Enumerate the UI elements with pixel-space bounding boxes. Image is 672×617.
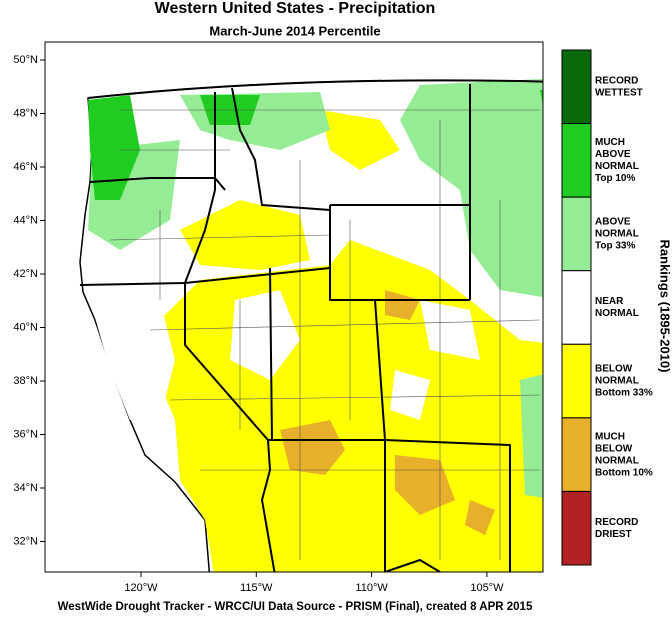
- footer: WestWide Drought Tracker - WRCC/UI Data …: [58, 601, 533, 613]
- legend-label: Top 10%: [595, 173, 635, 184]
- legend-swatch: [561, 490, 592, 566]
- lat-label: 38°N: [13, 375, 38, 387]
- title: Western United States - Precipitation: [155, 0, 436, 17]
- lat-label: 48°N: [13, 107, 38, 119]
- map: [45, 42, 543, 572]
- lat-label: 44°N: [13, 214, 38, 226]
- legend-swatch: [561, 196, 592, 272]
- legend-swatch: [561, 123, 592, 198]
- legend-label: WETTEST: [595, 87, 643, 98]
- legend-label: RECORD: [595, 517, 638, 528]
- legend-label: NORMAL: [595, 376, 639, 387]
- legend-swatch: [561, 343, 592, 419]
- legend-label: MUCH: [595, 137, 625, 148]
- lon-label: 105°W: [470, 582, 504, 594]
- legend-label: NEAR: [595, 296, 624, 307]
- legend-title: Rankings (1895-2010): [658, 240, 672, 373]
- legend-label: BELOW: [595, 364, 633, 375]
- legend-label: MUCH: [595, 431, 625, 442]
- lon-label: 110°W: [355, 582, 388, 594]
- legend-label: DRIEST: [595, 529, 632, 540]
- lat-label: 42°N: [13, 268, 38, 280]
- legend-label: Bottom 33%: [595, 388, 653, 399]
- legend-label: NORMAL: [595, 455, 639, 466]
- legend-label: BELOW: [595, 443, 633, 454]
- subtitle: March-June 2014 Percentile: [209, 23, 380, 38]
- legend-label: NORMAL: [595, 229, 639, 240]
- lon-label: 115°W: [240, 582, 273, 594]
- lat-label: 36°N: [13, 428, 38, 440]
- lat-label: 32°N: [13, 535, 38, 547]
- axis-labels: 50°N 48°N 46°N 44°N 42°N 40°N 38°N 36°N 34°N 32°N…: [13, 54, 504, 594]
- legend-swatch: [561, 49, 592, 125]
- legend-label: Bottom 10%: [595, 467, 653, 478]
- legend-swatch: [561, 417, 592, 492]
- lat-label: 40°N: [13, 321, 38, 333]
- lat-label: 46°N: [13, 161, 38, 173]
- legend-swatch: [561, 270, 592, 345]
- legend-label: ABOVE: [595, 149, 631, 160]
- legend-label: RECORD: [595, 75, 638, 86]
- lat-label: 50°N: [13, 54, 38, 66]
- legend-label: ABOVE: [595, 217, 631, 228]
- legend-label: NORMAL: [595, 161, 639, 172]
- lat-label: 34°N: [13, 482, 38, 494]
- legend-label: Top 33%: [595, 241, 635, 252]
- legend-label: NORMAL: [595, 308, 639, 319]
- lon-label: 120°W: [124, 582, 158, 594]
- map-frame: [44, 41, 544, 573]
